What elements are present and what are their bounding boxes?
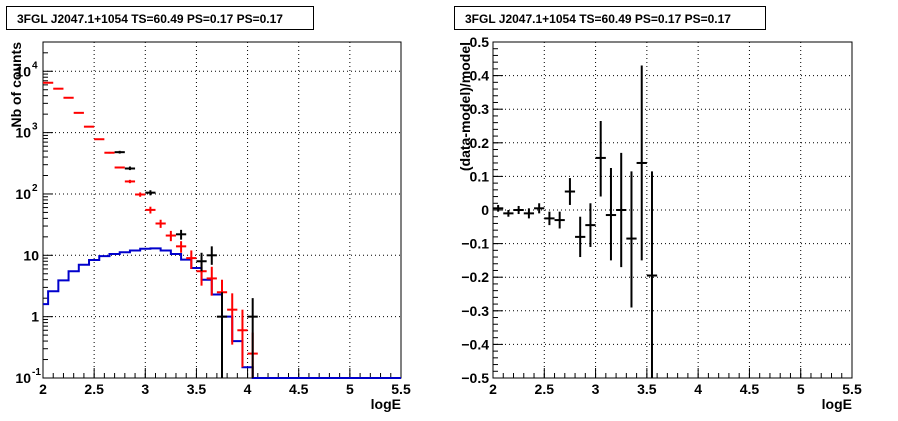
x-tick-label: 2 xyxy=(489,381,497,397)
y-tick-label: 1 xyxy=(31,309,39,325)
y-tick-label: −0.1 xyxy=(461,236,489,252)
residual-point xyxy=(564,178,576,205)
data-point xyxy=(196,252,207,272)
data-point xyxy=(145,190,156,196)
x-tick-label: 4 xyxy=(694,381,702,397)
x-tick-label: 4.5 xyxy=(289,381,309,397)
model-point xyxy=(227,293,238,345)
model-point xyxy=(155,219,166,228)
model-point xyxy=(53,87,64,90)
data-point xyxy=(216,292,228,378)
y-tick-label: −0.3 xyxy=(461,303,489,319)
y-tick-label: 0.2 xyxy=(470,135,490,151)
right-chart-title: 3FGL J2047.1+1054 TS=60.49 PS=0.17 PS=0.… xyxy=(454,6,766,30)
x-tick-label: 5 xyxy=(346,381,354,397)
residual-point xyxy=(585,203,596,247)
y-tick-exponent: 2 xyxy=(32,183,38,194)
model-point xyxy=(237,309,248,368)
model-point xyxy=(63,96,74,99)
data-point xyxy=(114,150,125,154)
y-tick-label: −0.5 xyxy=(461,370,489,386)
y-tick-label: 10 xyxy=(15,125,31,141)
x-tick-label: 3.5 xyxy=(187,381,207,397)
residual-point xyxy=(544,211,555,226)
residual-point xyxy=(523,208,535,219)
model-point xyxy=(145,206,156,214)
model-point xyxy=(104,151,115,154)
x-tick-label: 5 xyxy=(797,381,805,397)
y-axis-label: (data-model)/model xyxy=(457,42,473,171)
y-tick-label: 10 xyxy=(15,370,31,386)
data-point xyxy=(206,246,217,265)
data-point xyxy=(175,229,187,240)
y-tick-label: 0.4 xyxy=(470,68,490,84)
residual-point xyxy=(626,171,637,308)
x-tick-label: 2.5 xyxy=(535,381,555,397)
residual-point xyxy=(605,168,617,261)
model-point xyxy=(135,192,146,197)
residual-point xyxy=(646,171,658,378)
x-tick-label: 4 xyxy=(244,381,252,397)
x-tick-label: 2.5 xyxy=(84,381,104,397)
y-tick-exponent: -1 xyxy=(32,367,41,378)
x-tick-label: 3 xyxy=(141,381,149,397)
y-tick-label: 0.1 xyxy=(470,168,490,184)
y-tick-label: 0 xyxy=(481,202,489,218)
left-chart-title: 3FGL J2047.1+1054 TS=60.49 PS=0.17 PS=0.… xyxy=(6,6,314,30)
model-point xyxy=(165,230,176,242)
y-tick-exponent: 4 xyxy=(32,60,38,71)
model-step-line xyxy=(43,247,401,379)
y-tick-label: 0.5 xyxy=(470,34,490,50)
x-tick-label: 3 xyxy=(592,381,600,397)
residual-point xyxy=(616,152,627,268)
y-tick-label: 10 xyxy=(15,186,31,202)
y-tick-label: 10 xyxy=(23,247,39,263)
model-point xyxy=(186,250,197,269)
y-tick-exponent: 3 xyxy=(32,122,38,133)
plot-frame xyxy=(492,41,853,379)
y-axis-label: Nb of counts xyxy=(8,42,24,128)
model-point xyxy=(73,111,84,114)
data-point xyxy=(124,166,136,171)
residual-point xyxy=(595,120,606,197)
model-point xyxy=(175,241,187,253)
x-tick-label: 5.5 xyxy=(391,381,411,397)
x-tick-label: 2 xyxy=(39,381,47,397)
residual-point xyxy=(636,65,647,261)
y-tick-label: −0.2 xyxy=(461,269,489,285)
residual-point xyxy=(513,205,524,215)
model-point xyxy=(124,179,136,184)
model-point xyxy=(94,138,105,141)
residual-point xyxy=(534,203,545,214)
y-tick-label: 0.3 xyxy=(470,101,490,117)
x-axis-label: logE xyxy=(371,396,401,412)
residual-point xyxy=(575,216,586,258)
residual-point xyxy=(493,204,504,212)
model-point xyxy=(43,81,54,84)
y-tick-label: 10 xyxy=(15,63,31,79)
x-axis-label: logE xyxy=(822,396,852,412)
residual-point xyxy=(554,211,565,229)
model-point xyxy=(206,266,217,296)
model-point xyxy=(83,125,95,128)
x-tick-label: 5.5 xyxy=(842,381,862,397)
residual-point xyxy=(503,210,514,217)
x-tick-label: 3.5 xyxy=(637,381,657,397)
x-tick-label: 4.5 xyxy=(740,381,760,397)
model-point xyxy=(114,166,125,169)
y-tick-label: −0.4 xyxy=(461,336,489,352)
data-point xyxy=(247,298,258,378)
